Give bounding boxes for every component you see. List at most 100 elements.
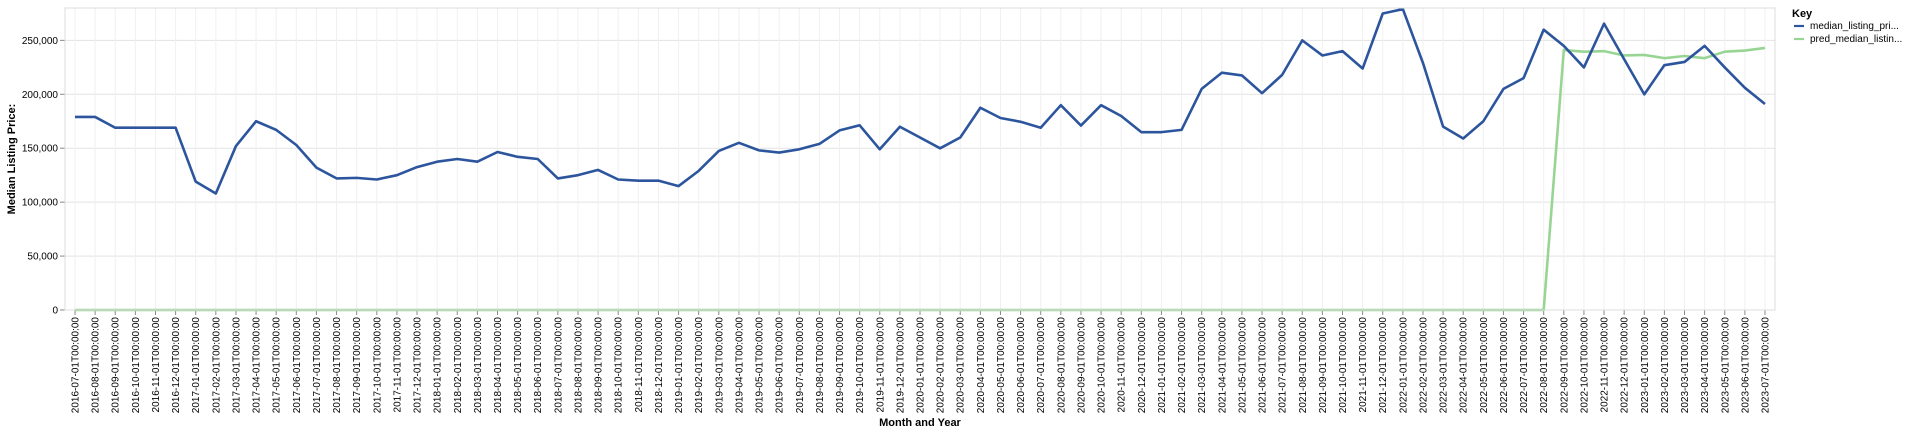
x-tick-label: 2016-09-01T00:00:00 <box>111 317 122 414</box>
x-tick-label: 2019-11-01T00:00:00 <box>875 317 886 413</box>
x-tick-label: 2018-07-01T00:00:00 <box>553 317 564 414</box>
x-tick-label: 2017-08-01T00:00:00 <box>332 317 343 414</box>
x-tick-label: 2020-04-01T00:00:00 <box>976 317 987 414</box>
x-tick-label: 2020-07-01T00:00:00 <box>1036 317 1047 414</box>
x-tick-label: 2017-03-01T00:00:00 <box>231 317 242 414</box>
x-tick-label: 2022-02-01T00:00:00 <box>1418 317 1429 414</box>
x-tick-label: 2022-03-01T00:00:00 <box>1439 317 1450 414</box>
x-tick-label: 2019-12-01T00:00:00 <box>895 317 906 414</box>
x-tick-label: 2021-11-01T00:00:00 <box>1358 317 1369 413</box>
x-tick-label: 2022-12-01T00:00:00 <box>1620 317 1631 414</box>
x-tick-label: 2021-08-01T00:00:00 <box>1298 317 1309 414</box>
x-tick-label: 2021-01-01T00:00:00 <box>1157 317 1168 414</box>
x-tick-label: 2019-05-01T00:00:00 <box>755 317 766 414</box>
x-tick-label: 2023-05-01T00:00:00 <box>1720 317 1731 414</box>
x-tick-label: 2017-04-01T00:00:00 <box>252 317 263 414</box>
x-tick-label: 2017-09-01T00:00:00 <box>352 317 363 414</box>
x-tick-label: 2018-05-01T00:00:00 <box>513 317 524 414</box>
x-tick-label: 2020-08-01T00:00:00 <box>1056 317 1067 414</box>
x-tick-label: 2017-11-01T00:00:00 <box>392 317 403 413</box>
x-tick-label: 2022-06-01T00:00:00 <box>1499 317 1510 414</box>
series-line-1 <box>75 7 1766 195</box>
plot-frame <box>64 7 1776 311</box>
x-tick-label: 2016-08-01T00:00:00 <box>91 317 102 414</box>
x-tick-label: 2018-12-01T00:00:00 <box>654 317 665 414</box>
x-tick-label: 2022-04-01T00:00:00 <box>1459 317 1470 414</box>
x-tick-label: 2023-04-01T00:00:00 <box>1700 317 1711 414</box>
x-tick-label: 2020-01-01T00:00:00 <box>916 317 927 414</box>
x-tick-label: 2019-02-01T00:00:00 <box>694 317 705 414</box>
y-tick-label: 100,000 <box>22 198 59 209</box>
x-tick-label: 2017-05-01T00:00:00 <box>272 317 283 414</box>
x-tick-label: 2022-11-01T00:00:00 <box>1600 317 1611 413</box>
x-tick-label: 2016-11-01T00:00:00 <box>151 317 162 413</box>
x-tick-label: 2021-06-01T00:00:00 <box>1258 317 1269 414</box>
x-tick-label: 2019-06-01T00:00:00 <box>775 317 786 414</box>
y-tick-label: 0 <box>52 306 58 317</box>
y-tick-label: 200,000 <box>22 90 59 101</box>
legend-label: median_listing_pri... <box>1810 21 1899 32</box>
x-axis-title: Month and Year <box>879 417 961 429</box>
x-tick-label: 2020-06-01T00:00:00 <box>1016 317 1027 414</box>
x-tick-label: 2023-01-01T00:00:00 <box>1640 317 1651 414</box>
x-tick-label: 2021-02-01T00:00:00 <box>1177 317 1188 414</box>
x-tick-label: 2020-02-01T00:00:00 <box>936 317 947 414</box>
x-tick-label: 2018-06-01T00:00:00 <box>533 317 544 414</box>
x-tick-label: 2021-07-01T00:00:00 <box>1278 317 1289 414</box>
x-tick-label: 2016-10-01T00:00:00 <box>131 317 142 414</box>
y-tick-label: 250,000 <box>22 36 59 47</box>
x-tick-label: 2021-05-01T00:00:00 <box>1237 317 1248 414</box>
x-tick-label: 2019-07-01T00:00:00 <box>795 317 806 414</box>
x-tick-label: 2017-02-01T00:00:00 <box>211 317 222 414</box>
x-tick-label: 2022-08-01T00:00:00 <box>1539 317 1550 414</box>
x-tick-label: 2022-05-01T00:00:00 <box>1479 317 1490 414</box>
x-tick-label: 2022-09-01T00:00:00 <box>1559 317 1570 414</box>
x-tick-label: 2018-01-01T00:00:00 <box>433 317 444 414</box>
x-tick-label: 2017-07-01T00:00:00 <box>312 317 323 414</box>
gridlines <box>65 8 1775 311</box>
y-tick-label: 150,000 <box>22 144 59 155</box>
x-tick-label: 2019-10-01T00:00:00 <box>855 317 866 414</box>
x-tick-label: 2021-12-01T00:00:00 <box>1378 317 1389 414</box>
x-tick-label: 2017-06-01T00:00:00 <box>292 317 303 414</box>
x-tick-label: 2017-12-01T00:00:00 <box>413 317 424 414</box>
x-tick-label: 2019-01-01T00:00:00 <box>674 317 685 414</box>
y-tick-label: 50,000 <box>27 252 58 263</box>
x-tick-label: 2020-09-01T00:00:00 <box>1076 317 1087 414</box>
y-axis-title: Median Listing Price: <box>6 104 18 215</box>
x-tick-label: 2018-10-01T00:00:00 <box>614 317 625 414</box>
x-tick-label: 2023-03-01T00:00:00 <box>1680 317 1691 414</box>
x-tick-label: 2022-01-01T00:00:00 <box>1398 317 1409 414</box>
x-axis: 2016-07-01T00:00:00 2016-08-01T00:00:00 20… <box>65 309 1775 414</box>
x-tick-label: 2023-07-01T00:00:00 <box>1761 317 1772 414</box>
x-tick-label: 2020-12-01T00:00:00 <box>1137 317 1148 414</box>
legend: Key median_listing_pri... pred_median_lis… <box>1792 8 1902 45</box>
y-axis: 0 50,000 100,000 150,000 200,000 250,000 <box>22 8 66 317</box>
legend-label: pred_median_listin... <box>1810 34 1902 45</box>
x-tick-label: 2021-10-01T00:00:00 <box>1338 317 1349 414</box>
x-tick-label: 2020-03-01T00:00:00 <box>956 317 967 414</box>
x-tick-label: 2017-10-01T00:00:00 <box>372 317 383 414</box>
x-tick-label: 2016-07-01T00:00:00 <box>71 317 82 414</box>
x-tick-label: 2021-03-01T00:00:00 <box>1197 317 1208 414</box>
x-tick-label: 2019-04-01T00:00:00 <box>734 317 745 414</box>
x-tick-label: 2020-10-01T00:00:00 <box>1097 317 1108 414</box>
x-tick-label: 2020-05-01T00:00:00 <box>996 317 1007 414</box>
x-tick-label: 2018-03-01T00:00:00 <box>473 317 484 414</box>
x-tick-label: 2019-08-01T00:00:00 <box>815 317 826 414</box>
x-tick-label: 2021-04-01T00:00:00 <box>1217 317 1228 414</box>
x-tick-label: 2021-09-01T00:00:00 <box>1318 317 1329 414</box>
x-tick-label: 2018-04-01T00:00:00 <box>493 317 504 414</box>
x-tick-label: 2019-03-01T00:00:00 <box>714 317 725 414</box>
legend-title: Key <box>1792 8 1813 20</box>
x-tick-label: 2023-06-01T00:00:00 <box>1740 317 1751 414</box>
x-tick-label: 2020-11-01T00:00:00 <box>1117 317 1128 413</box>
x-tick-label: 2019-09-01T00:00:00 <box>835 317 846 414</box>
x-tick-label: 2018-09-01T00:00:00 <box>594 317 605 414</box>
x-tick-label: 2018-08-01T00:00:00 <box>573 317 584 414</box>
x-tick-label: 2023-02-01T00:00:00 <box>1660 317 1671 414</box>
x-tick-label: 2018-02-01T00:00:00 <box>453 317 464 414</box>
x-tick-label: 2017-01-01T00:00:00 <box>191 317 202 414</box>
x-tick-label: 2022-07-01T00:00:00 <box>1519 317 1530 414</box>
